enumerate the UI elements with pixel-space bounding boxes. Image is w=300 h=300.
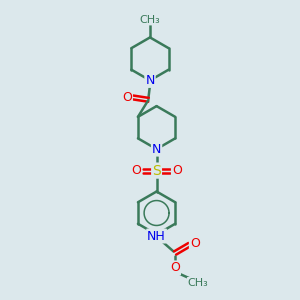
Text: O: O <box>131 164 141 177</box>
Text: O: O <box>170 262 180 275</box>
Text: O: O <box>122 91 132 104</box>
Text: O: O <box>190 237 200 250</box>
Text: N: N <box>145 74 155 87</box>
Text: CH₃: CH₃ <box>140 14 160 25</box>
Text: O: O <box>172 164 182 177</box>
Text: N: N <box>152 142 161 156</box>
Text: S: S <box>152 164 161 178</box>
Text: CH₃: CH₃ <box>188 278 208 288</box>
Text: NH: NH <box>147 230 166 242</box>
